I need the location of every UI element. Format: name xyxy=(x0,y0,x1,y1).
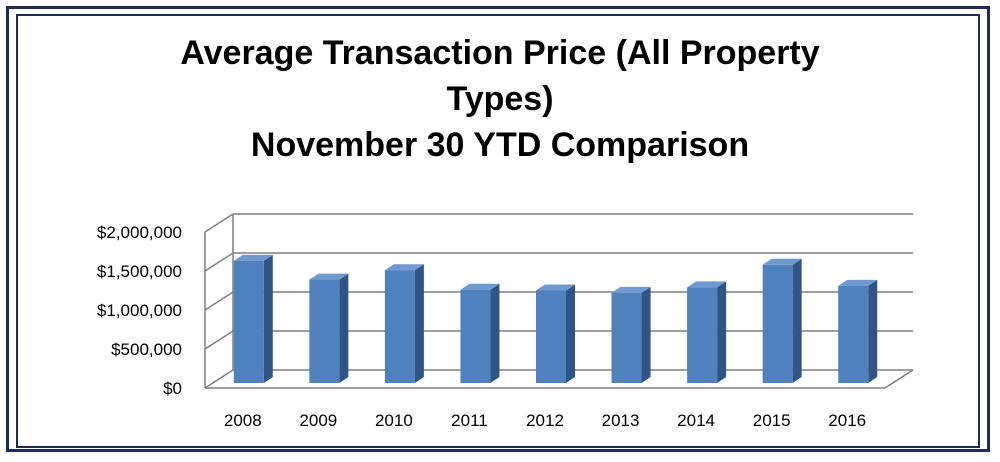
bar-2009 xyxy=(309,279,340,383)
y-tick-label: $1,000,000 xyxy=(97,301,182,320)
x-tick-label: 2013 xyxy=(602,411,640,430)
bar-side-2014 xyxy=(717,281,727,383)
bar-2011 xyxy=(460,289,491,383)
x-tick-label: 2012 xyxy=(526,411,564,430)
bar-side-2011 xyxy=(490,283,500,383)
x-tick-label: 2015 xyxy=(753,411,791,430)
x-tick-label: 2010 xyxy=(375,411,413,430)
bar-2008 xyxy=(233,260,264,383)
y-tick-label: $1,500,000 xyxy=(97,262,182,281)
x-tick-label: 2009 xyxy=(299,411,337,430)
bar-side-2010 xyxy=(414,264,424,383)
bar-top-2009 xyxy=(309,273,349,280)
x-tick-label: 2008 xyxy=(224,411,262,430)
chart-title-line-3: November 30 YTD Comparison xyxy=(250,126,750,164)
x-tick-label: 2014 xyxy=(677,411,715,430)
y-tick-label: $2,000,000 xyxy=(97,223,182,242)
bar-side-2013 xyxy=(641,286,651,383)
bar-top-2016 xyxy=(838,279,878,286)
bar-top-2010 xyxy=(384,264,424,271)
bar-2016 xyxy=(838,285,869,383)
bar-2012 xyxy=(536,290,566,383)
bar-top-2012 xyxy=(536,284,575,291)
bar-side-2015 xyxy=(792,258,802,383)
bar-top-2014 xyxy=(687,281,727,288)
chart-title: Average Transaction Price (All Property … xyxy=(0,30,1000,168)
bar-2010 xyxy=(384,270,415,383)
gridline-diagonal xyxy=(204,330,234,350)
y-tick-label: $500,000 xyxy=(111,340,182,359)
floor-edge xyxy=(884,369,914,389)
bar-top-2015 xyxy=(762,258,802,265)
gridline-diagonal xyxy=(204,291,234,311)
chart-title-line-1: Average Transaction Price (All Property xyxy=(180,34,820,72)
gridline-diagonal xyxy=(204,213,234,233)
bar-side-2008 xyxy=(263,254,273,383)
x-tick-label: 2011 xyxy=(451,411,488,430)
bar-2014 xyxy=(687,287,718,383)
bar-top-2008 xyxy=(233,254,273,261)
bar-side-2016 xyxy=(868,279,878,383)
gridline-diagonal xyxy=(204,369,234,389)
chart-title-line-2: Types) xyxy=(446,80,554,118)
x-tick-label: 2016 xyxy=(828,411,866,430)
bar-side-2009 xyxy=(339,273,349,383)
bar-top-2011 xyxy=(460,283,500,290)
bar-top-2013 xyxy=(611,286,651,293)
bar-2013 xyxy=(611,292,642,383)
bar-side-2012 xyxy=(566,284,575,383)
y-tick-label: $0 xyxy=(163,379,182,398)
bar-2015 xyxy=(762,264,793,383)
gridline-diagonal xyxy=(204,252,234,272)
